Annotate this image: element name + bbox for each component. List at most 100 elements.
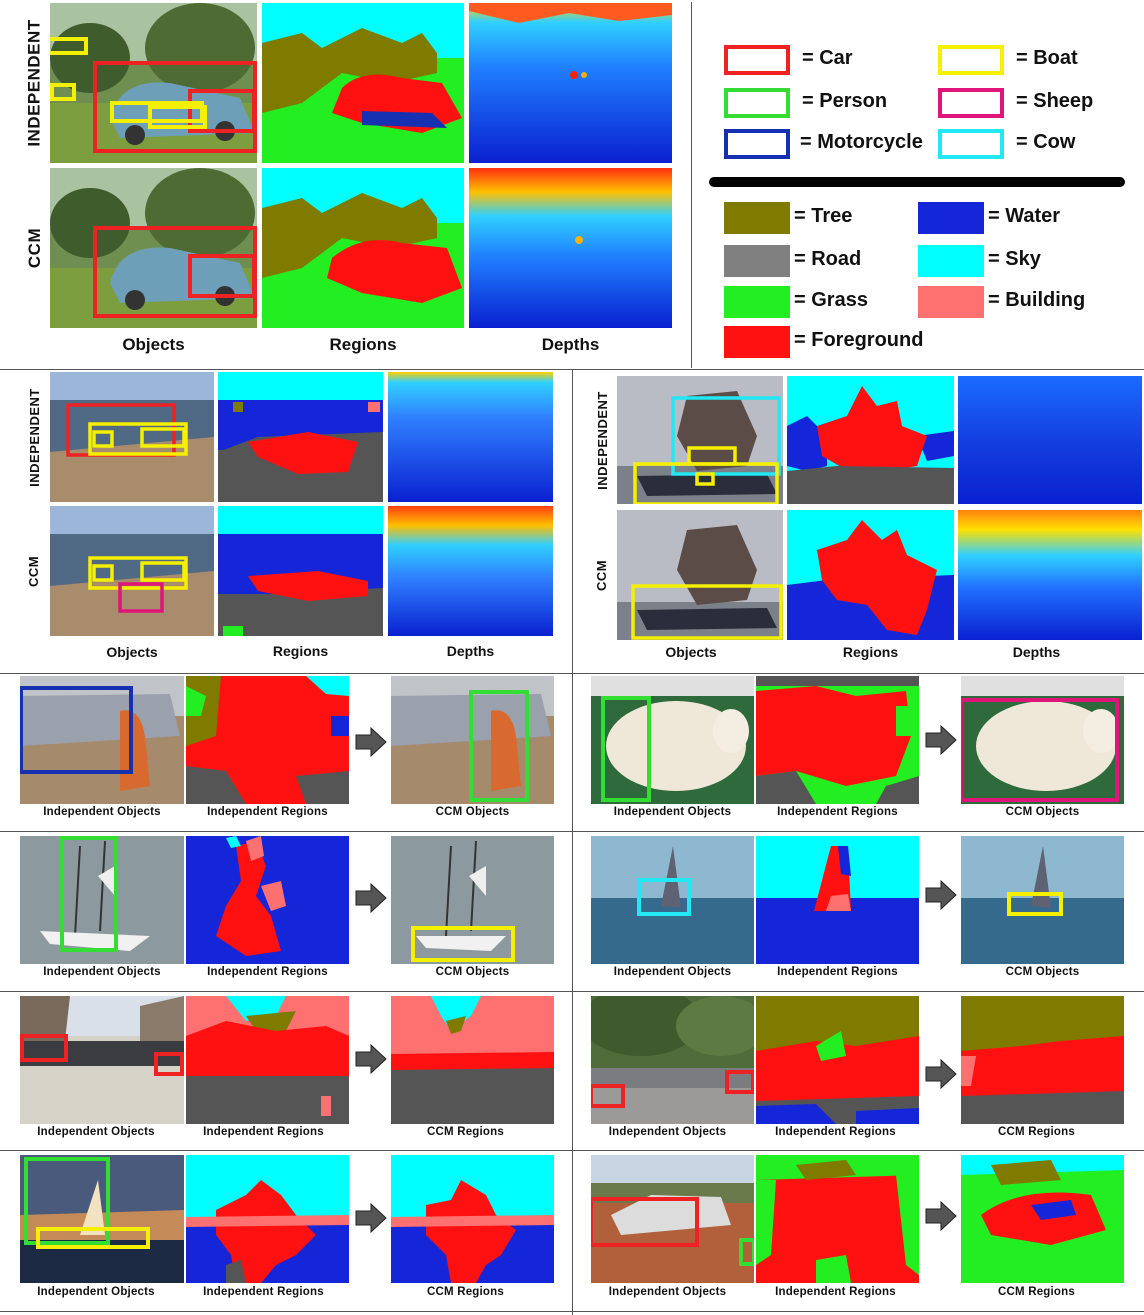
column-label-regions: Regions <box>842 644 899 660</box>
pair-label-independent-regions: Independent Regions <box>203 1126 324 1138</box>
column-label-depths: Depths <box>541 335 600 354</box>
pair-label-independent-objects: Independent Objects <box>43 806 161 818</box>
photo-rig-ccm <box>617 510 783 640</box>
regions-rig-independent <box>787 376 954 504</box>
divider <box>0 991 1144 992</box>
depths-car-ccm <box>469 168 672 328</box>
regions-beach-ccm <box>218 506 383 636</box>
regions-parking-ccm <box>391 996 554 1124</box>
regions-street-independent <box>756 996 919 1124</box>
depths-rig-ccm <box>958 510 1142 640</box>
regions-sunset-sailboat-independent <box>186 1155 349 1283</box>
photo-sheep-independent <box>591 676 754 804</box>
legend-label-water: = Water <box>988 205 1061 227</box>
pair-label-ccm-regions: CCM Regions <box>427 1126 504 1138</box>
column-label-depths: Depths <box>446 643 495 659</box>
divider <box>0 673 1144 674</box>
divider <box>0 1311 1144 1312</box>
legend-swatch-boat <box>938 45 1004 75</box>
pair-label-ccm-objects: CCM Objects <box>435 806 510 818</box>
depths-beach-ccm <box>388 506 553 636</box>
pair-label-independent-objects: Independent Objects <box>37 1286 155 1298</box>
pair-label-independent-objects: Independent Objects <box>608 1286 727 1298</box>
pair-label-independent-regions: Independent Regions <box>203 1286 324 1298</box>
regions-car-independent <box>262 3 464 163</box>
pair-label-independent-objects: Independent Objects <box>37 1126 155 1138</box>
pair-label-independent-objects: Independent Objects <box>613 806 732 818</box>
right-arrow-icon <box>925 1200 957 1236</box>
legend-label-boat: = Boat <box>1016 47 1078 69</box>
photo-sunset-sailboat-independent <box>20 1155 184 1283</box>
right-arrow-icon <box>925 724 957 760</box>
photo-sailboat-independent <box>591 836 754 964</box>
pair-label-independent-objects: Independent Objects <box>43 966 161 978</box>
row-label-ccm: CCM <box>26 555 42 587</box>
pair-label-independent-regions: Independent Regions <box>775 1286 896 1298</box>
pair-label-ccm-objects: CCM Objects <box>1005 806 1080 818</box>
column-label-objects: Objects <box>665 644 717 660</box>
regions-sunset-sailboat-ccm <box>391 1155 554 1283</box>
legend-label-tree: = Tree <box>794 205 853 227</box>
divider <box>572 369 573 1315</box>
row-label-independent: INDEPENDENT <box>25 19 45 147</box>
pair-label-ccm-regions: CCM Regions <box>427 1286 504 1298</box>
right-arrow-icon <box>355 882 387 918</box>
column-label-objects: Objects <box>106 644 158 660</box>
legend-label-car: = Car <box>802 47 853 69</box>
regions-wagon-ccm <box>961 1155 1124 1283</box>
photo-schooner-ccm <box>391 836 554 964</box>
legend-swatch-grass <box>724 286 790 318</box>
photo-beach-independent <box>50 372 214 502</box>
pair-label-independent-regions: Independent Regions <box>777 966 898 978</box>
regions-rig-ccm <box>787 510 954 640</box>
legend-label-road: = Road <box>794 248 862 270</box>
legend-swatch-foreground <box>724 326 790 358</box>
depths-rig-independent <box>958 376 1142 504</box>
legend-label-motorcycle: = Motorcycle <box>800 131 923 153</box>
divider <box>691 2 692 368</box>
regions-sailboat-independent <box>756 836 919 964</box>
depths-beach-independent <box>388 372 553 502</box>
right-arrow-icon <box>355 1202 387 1238</box>
right-arrow-icon <box>355 726 387 762</box>
legend-separator <box>709 177 1125 187</box>
pair-label-independent-objects: Independent Objects <box>613 966 732 978</box>
regions-sheep-independent <box>756 676 919 804</box>
legend-swatch-person <box>724 88 790 118</box>
regions-car-ccm <box>262 168 464 328</box>
regions-person-independent <box>186 676 349 804</box>
legend-swatch-building <box>918 286 984 318</box>
legend-label-building: = Building <box>988 289 1086 311</box>
right-arrow-icon <box>355 1043 387 1079</box>
divider <box>0 831 1144 832</box>
legend-label-foreground: = Foreground <box>794 329 924 351</box>
row-label-ccm: CCM <box>25 227 44 269</box>
photo-car-independent <box>50 3 257 163</box>
regions-beach-independent <box>218 372 383 502</box>
row-label-ccm: CCM <box>594 559 610 591</box>
divider <box>0 1150 1144 1151</box>
pair-label-independent-regions: Independent Regions <box>775 1126 896 1138</box>
right-arrow-icon <box>925 879 957 915</box>
legend-label-cow: = Cow <box>1016 131 1076 153</box>
column-label-objects: Objects <box>122 335 185 354</box>
legend-swatch-tree <box>724 202 790 234</box>
photo-rig-independent <box>617 376 783 504</box>
right-arrow-icon <box>925 1058 957 1094</box>
depths-car-independent <box>469 3 672 163</box>
column-label-depths: Depths <box>1012 644 1061 660</box>
pair-label-independent-objects: Independent Objects <box>608 1126 727 1138</box>
regions-schooner-independent <box>186 836 349 964</box>
row-label-independent: INDEPENDENT <box>594 390 610 490</box>
photo-wagon-independent <box>591 1155 754 1283</box>
regions-parking-independent <box>186 996 349 1124</box>
legend-swatch-water <box>918 202 984 234</box>
legend-label-grass: = Grass <box>794 289 868 311</box>
photo-car-ccm <box>50 168 257 328</box>
column-label-regions: Regions <box>272 643 329 659</box>
legend-swatch-car <box>724 45 790 75</box>
regions-wagon-independent <box>756 1155 919 1283</box>
legend-swatch-sheep <box>938 88 1004 118</box>
pair-label-independent-regions: Independent Regions <box>207 966 328 978</box>
